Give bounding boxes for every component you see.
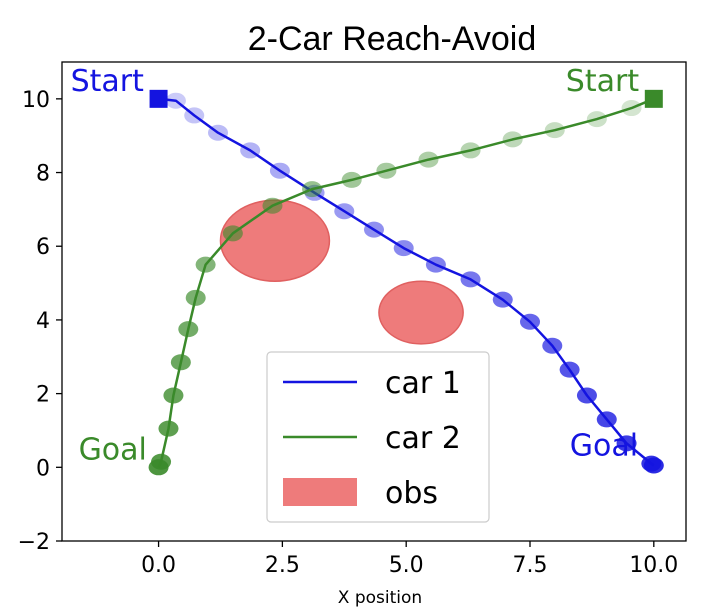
chart-title: 2-Car Reach-Avoid (248, 20, 537, 58)
trajectory-line (158, 97, 655, 467)
x-tick-label: 5.0 (389, 553, 424, 578)
y-tick-label: 6 (36, 235, 50, 260)
y-tick-label: 2 (36, 383, 50, 408)
legend-swatch-3 (283, 478, 357, 506)
x-tick-label: 10.0 (629, 553, 678, 578)
annotation-start-2: Start (566, 64, 640, 99)
start-marker (149, 89, 168, 108)
annotation-goal-1: Goal (570, 428, 638, 463)
x-tick-label: 0.0 (141, 553, 176, 578)
x-tick-label: 2.5 (265, 553, 300, 578)
start-marker (644, 89, 663, 108)
series-2 (148, 89, 663, 476)
plot-frame (61, 61, 687, 542)
y-tick-label: 10 (22, 88, 50, 113)
x-axis-label: X position (338, 588, 422, 608)
plot-inner (148, 89, 664, 476)
legend: car 1 car 2 obs (266, 351, 490, 523)
y-tick-label: −2 (18, 530, 50, 555)
legend-label-2: car 2 (385, 421, 461, 456)
obstacle-2 (378, 280, 464, 345)
trajectory-line (157, 97, 655, 468)
legend-label-3: obs (385, 476, 438, 511)
trajectory-marker (148, 459, 169, 476)
series-1 (149, 89, 664, 474)
y-tick-label: 0 (36, 456, 50, 481)
annotation-goal-2: Goal (79, 432, 147, 467)
y-tick-label: 4 (36, 309, 50, 334)
legend-label-1: car 1 (385, 366, 461, 401)
y-tick-label: 8 (36, 162, 50, 187)
axes: 0.0 2.5 5.0 7.5 10.0 −2 0 2 4 6 8 10 car 1 car 2 obs (18, 61, 687, 578)
x-tick-label: 7.5 (513, 553, 548, 578)
plot-area: Start Goal Start Goal (71, 64, 664, 476)
annotation-start-1: Start (71, 64, 145, 99)
